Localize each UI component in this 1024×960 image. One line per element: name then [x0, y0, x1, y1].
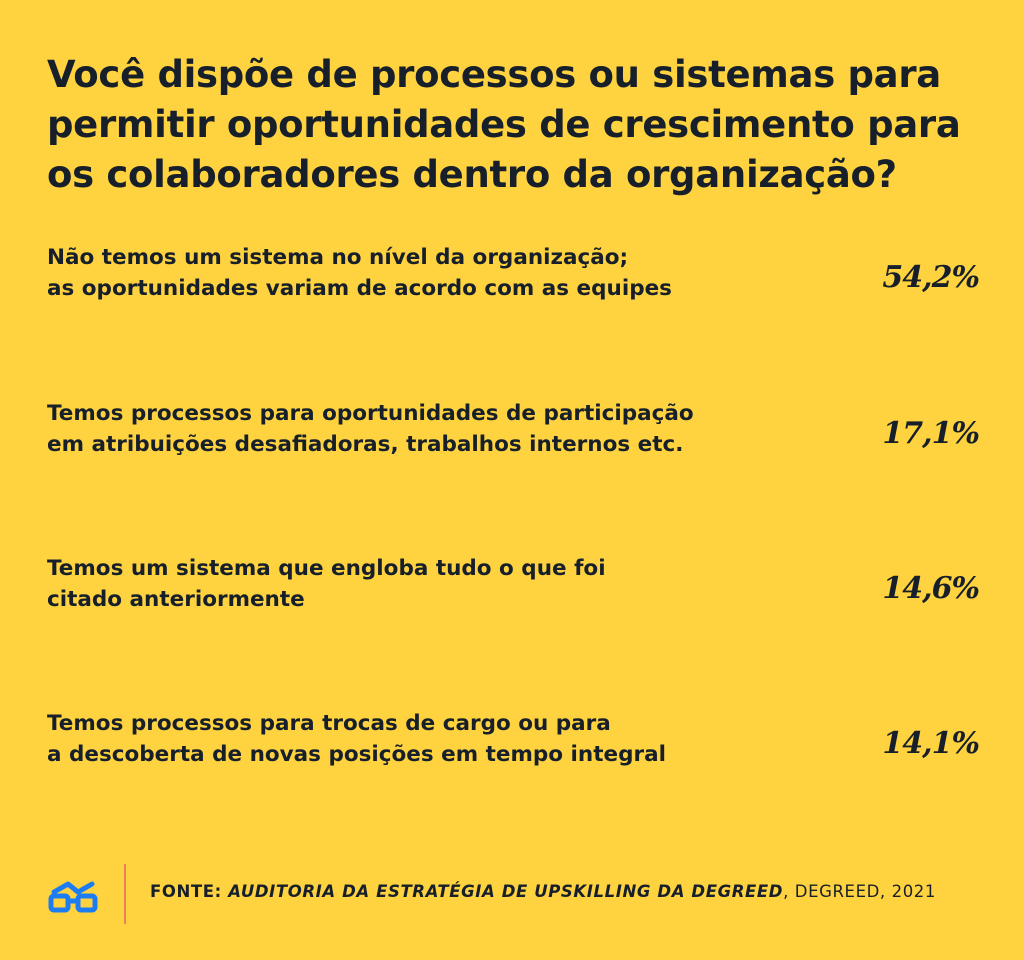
source-prefix: FONTE:	[150, 882, 229, 901]
category-label: Não temos um sistema no nível da organiz…	[47, 242, 672, 304]
bar-row: Temos um sistema que engloba tudo o que …	[47, 553, 980, 693]
chart-title: Você dispõe de processos ou sistemas par…	[47, 50, 987, 200]
source-note: FONTE: AUDITORIA DA ESTRATÉGIA DE UPSKIL…	[150, 882, 936, 901]
source-title: AUDITORIA DA ESTRATÉGIA DE UPSKILLING DA…	[228, 882, 784, 901]
category-label: Temos um sistema que engloba tudo o que …	[47, 553, 606, 615]
category-label-line: citado anteriormente	[47, 587, 305, 612]
category-label-line: Não temos um sistema no nível da organiz…	[47, 245, 629, 270]
bar-row: Temos processos para trocas de cargo ou …	[47, 708, 980, 848]
source-suffix: , DEGREED, 2021	[783, 882, 936, 901]
category-label-line: as oportunidades variam de acordo com as…	[47, 276, 672, 301]
category-label-line: em atribuições desafiadoras, trabalhos i…	[47, 432, 684, 457]
bar-track	[47, 454, 977, 506]
category-label-line: Temos um sistema que engloba tudo o que …	[47, 556, 606, 581]
value-label: 14,1%	[882, 726, 980, 761]
category-label-line: Temos processos para oportunidades de pa…	[47, 401, 694, 426]
degreed-glasses-icon	[48, 881, 98, 913]
title-line: permitir oportunidades de crescimento pa…	[47, 103, 961, 146]
bar-track	[47, 764, 977, 816]
value-label: 17,1%	[882, 416, 980, 451]
footer-divider	[124, 864, 126, 924]
title-line: os colaboradores dentro da organização?	[47, 153, 897, 196]
category-label-line: Temos processos para trocas de cargo ou …	[47, 711, 611, 736]
category-label: Temos processos para oportunidades de pa…	[47, 398, 694, 460]
bar-track	[47, 294, 977, 346]
category-label-line: a descoberta de novas posições em tempo …	[47, 742, 666, 767]
bar-row: Não temos um sistema no nível da organiz…	[47, 242, 980, 382]
value-label: 54,2%	[882, 260, 980, 295]
category-label: Temos processos para trocas de cargo ou …	[47, 708, 666, 770]
bar-row: Temos processos para oportunidades de pa…	[47, 398, 980, 538]
title-line: Você dispõe de processos ou sistemas par…	[47, 53, 941, 96]
bar-track	[47, 608, 977, 660]
value-label: 14,6%	[882, 571, 980, 606]
